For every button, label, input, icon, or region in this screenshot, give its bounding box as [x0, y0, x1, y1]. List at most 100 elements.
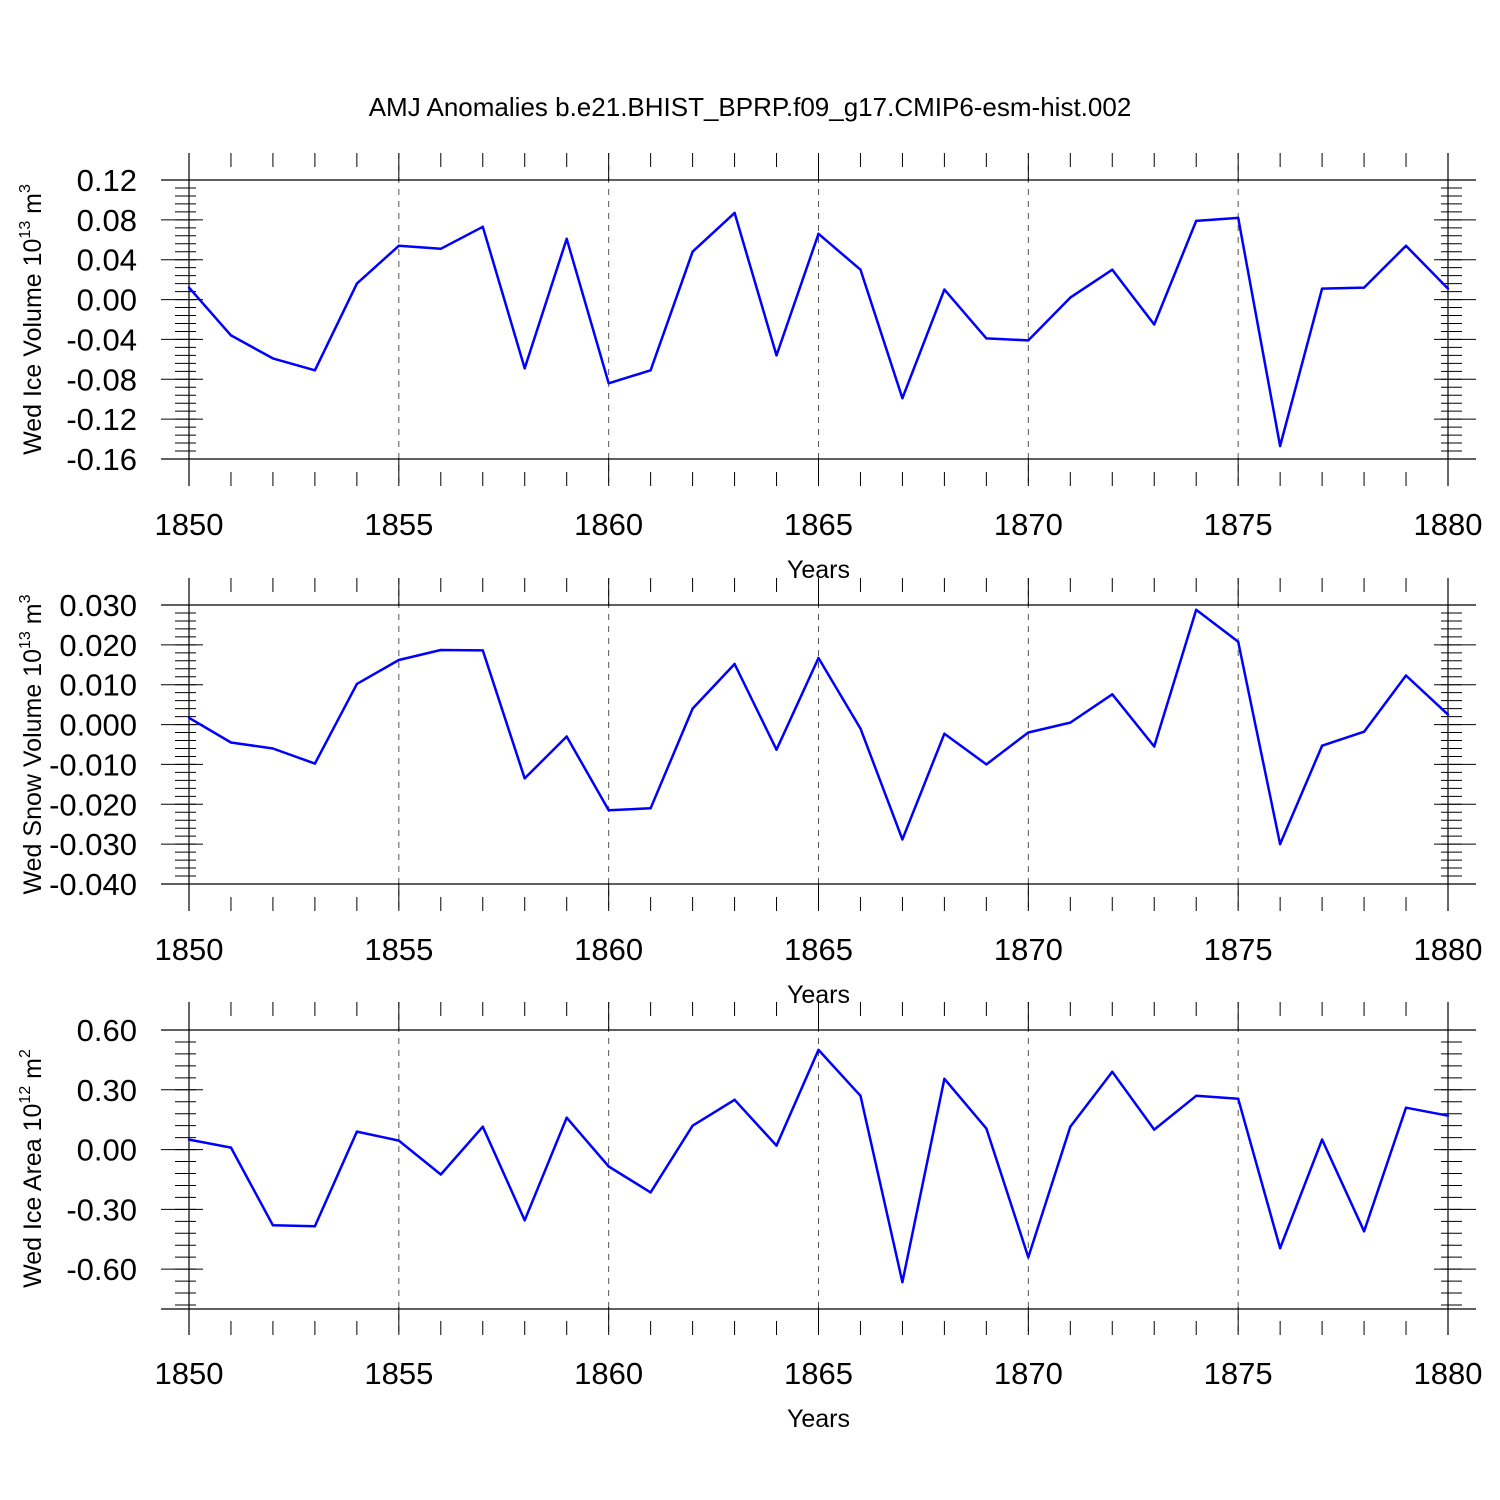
x-tick-label: 1860 [574, 932, 643, 967]
data-point [271, 1224, 275, 1227]
data-point [523, 777, 526, 780]
y-tick-label: 0.00 [77, 1133, 137, 1168]
data-point [1153, 1128, 1156, 1131]
data-point [607, 1165, 610, 1168]
data-point [1027, 339, 1030, 342]
data-point [817, 1048, 820, 1052]
y-axis-label-unit-exponent: 3 [17, 594, 34, 603]
y-axis-label-exponent: 13 [17, 631, 34, 649]
x-tick-label: 1880 [1414, 507, 1483, 542]
data-point [523, 1219, 526, 1222]
data-point [1111, 1070, 1114, 1074]
data-point [943, 732, 946, 735]
data-point [1278, 444, 1282, 448]
y-axis-label-text: Wed Snow Volume 10 [19, 649, 47, 895]
y-tick-label: 0.04 [77, 243, 137, 278]
y-axis-label-unit: m [19, 193, 47, 221]
data-point [397, 1139, 401, 1142]
data-point [1111, 693, 1114, 696]
data-point [481, 225, 484, 229]
data-point [1320, 287, 1324, 290]
data-point [817, 232, 820, 236]
data-point [481, 1125, 484, 1128]
x-tick-label: 1875 [1204, 1356, 1273, 1391]
data-point [1320, 744, 1324, 747]
data-point [775, 748, 778, 751]
data-point [733, 211, 736, 215]
x-tick-label: 1855 [364, 1356, 433, 1391]
y-tick-label: 0.030 [59, 588, 137, 623]
data-point [1236, 1097, 1240, 1100]
data-point [1236, 640, 1240, 643]
series-line [188, 211, 1449, 448]
data-point [691, 707, 694, 710]
data-point [397, 658, 401, 662]
x-tick-label: 1870 [994, 507, 1063, 542]
data-point [733, 662, 736, 666]
data-point [1362, 730, 1366, 733]
y-axis-label-unit-exponent: 2 [17, 1049, 34, 1058]
y-tick-label: -0.04 [66, 322, 137, 357]
data-point [859, 727, 862, 730]
data-point [1027, 731, 1030, 734]
data-point [1320, 1138, 1324, 1141]
data-point [187, 286, 191, 289]
data-point [523, 367, 526, 370]
y-axis-label-unit: m [19, 603, 47, 631]
y-tick-label: -0.040 [49, 867, 137, 902]
data-point [229, 1146, 233, 1149]
y-tick-label: 0.12 [77, 163, 137, 198]
panel-3: 0.60 0.30 0.00 -0.30 -0.60 1850 1855 1860 1865 18… [17, 1002, 1482, 1433]
y-tick-label: -0.16 [66, 442, 137, 477]
data-point [565, 1116, 568, 1119]
y-tick-label: 0.08 [77, 203, 137, 238]
y-tick-label: 0.60 [77, 1013, 137, 1048]
data-point [1069, 296, 1072, 299]
data-point [1446, 713, 1450, 716]
x-tick-label: 1860 [574, 1356, 643, 1391]
y-tick-label: 0.30 [77, 1073, 137, 1108]
data-point [1111, 268, 1114, 271]
x-tick-label: 1865 [784, 507, 853, 542]
data-point [1278, 842, 1282, 846]
data-point [817, 656, 820, 660]
data-point [355, 1130, 359, 1133]
data-point [229, 334, 233, 337]
data-point [775, 354, 778, 357]
y-axis-label-exponent: 13 [17, 221, 34, 239]
data-point [1027, 1255, 1030, 1259]
data-point [313, 762, 317, 765]
x-tick-label: 1875 [1204, 932, 1273, 967]
x-tick-label: 1855 [364, 507, 433, 542]
data-point [439, 1173, 442, 1176]
y-tick-label: 0.000 [59, 708, 137, 743]
data-point [439, 648, 442, 652]
panels: 0.12 0.08 0.04 0.00 -0.04 -0.08 -0.12 -0.16 1850… [17, 153, 1482, 1433]
data-point [1195, 608, 1198, 611]
x-tick-label: 1850 [155, 1356, 224, 1391]
data-point [1362, 286, 1366, 289]
y-axis-label-unit: m [19, 1058, 47, 1086]
data-point [649, 1191, 652, 1194]
panel-1: 0.12 0.08 0.04 0.00 -0.04 -0.08 -0.12 -0.16 1850… [17, 153, 1482, 584]
y-tick-label: 0.00 [77, 283, 137, 318]
data-point [943, 288, 946, 291]
x-tick-label: 1870 [994, 1356, 1063, 1391]
data-point [985, 337, 988, 340]
data-point [565, 237, 568, 240]
data-point [901, 1280, 904, 1284]
data-point [187, 1138, 191, 1141]
x-tick-label: 1865 [784, 1356, 853, 1391]
y-tick-label: 0.020 [59, 628, 137, 663]
y-axis-label: Wed Snow Volume 1013 m3 [17, 594, 47, 894]
data-point [397, 244, 401, 247]
y-tick-label: -0.030 [49, 827, 137, 862]
y-tick-label: -0.30 [66, 1192, 137, 1227]
data-point [1404, 674, 1408, 677]
chart-title: AMJ Anomalies b.e21.BHIST_BPRP.f09_g17.C… [369, 92, 1132, 122]
y-axis-label-text: Wed Ice Area 10 [19, 1104, 47, 1288]
data-point [271, 357, 275, 360]
y-tick-label: -0.08 [66, 362, 137, 397]
x-tick-label: 1850 [155, 507, 224, 542]
